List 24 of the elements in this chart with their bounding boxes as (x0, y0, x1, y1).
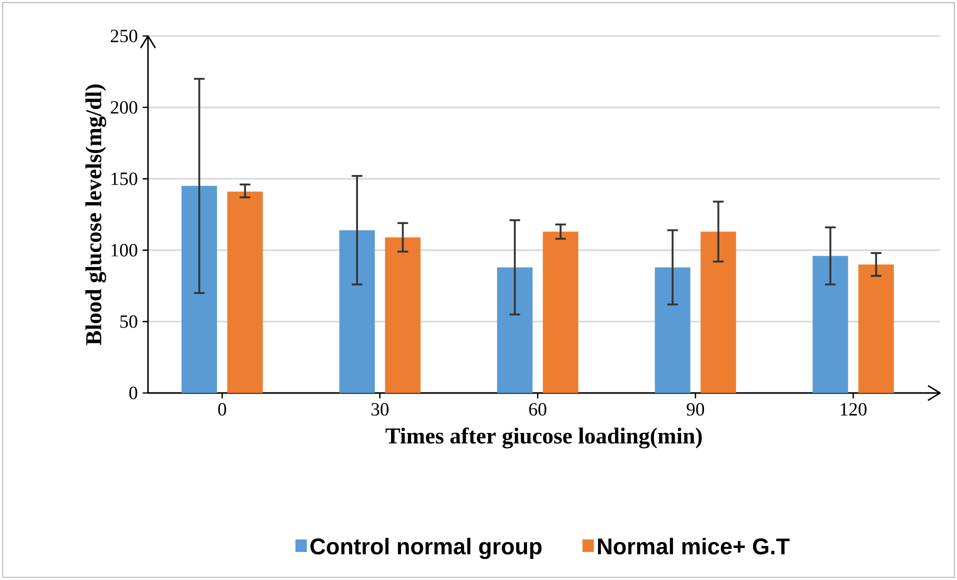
y-tick-label: 200 (110, 101, 138, 114)
bar (812, 256, 848, 393)
legend-label: Control normal group (310, 538, 542, 560)
x-tick-label: 0 (218, 403, 226, 416)
y-tick-label: 50 (120, 315, 138, 328)
legend-label: Normal mice+ G.T (598, 538, 790, 554)
x-tick-label: 120 (840, 403, 867, 416)
bar (700, 232, 736, 393)
y-tick-label: 250 (110, 30, 138, 42)
bar (858, 264, 894, 393)
x-tick-label: 60 (529, 403, 546, 416)
x-tick-label: 90 (686, 403, 704, 416)
y-tick-label: 0 (129, 386, 138, 400)
bar (654, 267, 690, 393)
bar (227, 192, 263, 393)
bar (497, 267, 533, 393)
bar (385, 237, 421, 393)
y-tick-label: 100 (112, 244, 138, 256)
bar (339, 230, 375, 393)
x-tick-label: 30 (371, 403, 389, 416)
x-axis-title: Times after giucose loading(min) (386, 427, 702, 448)
bar (542, 232, 578, 393)
y-tick-label: 150 (112, 172, 138, 186)
y-axis-title: Blood glucose levels(mg/dl) (85, 84, 106, 346)
